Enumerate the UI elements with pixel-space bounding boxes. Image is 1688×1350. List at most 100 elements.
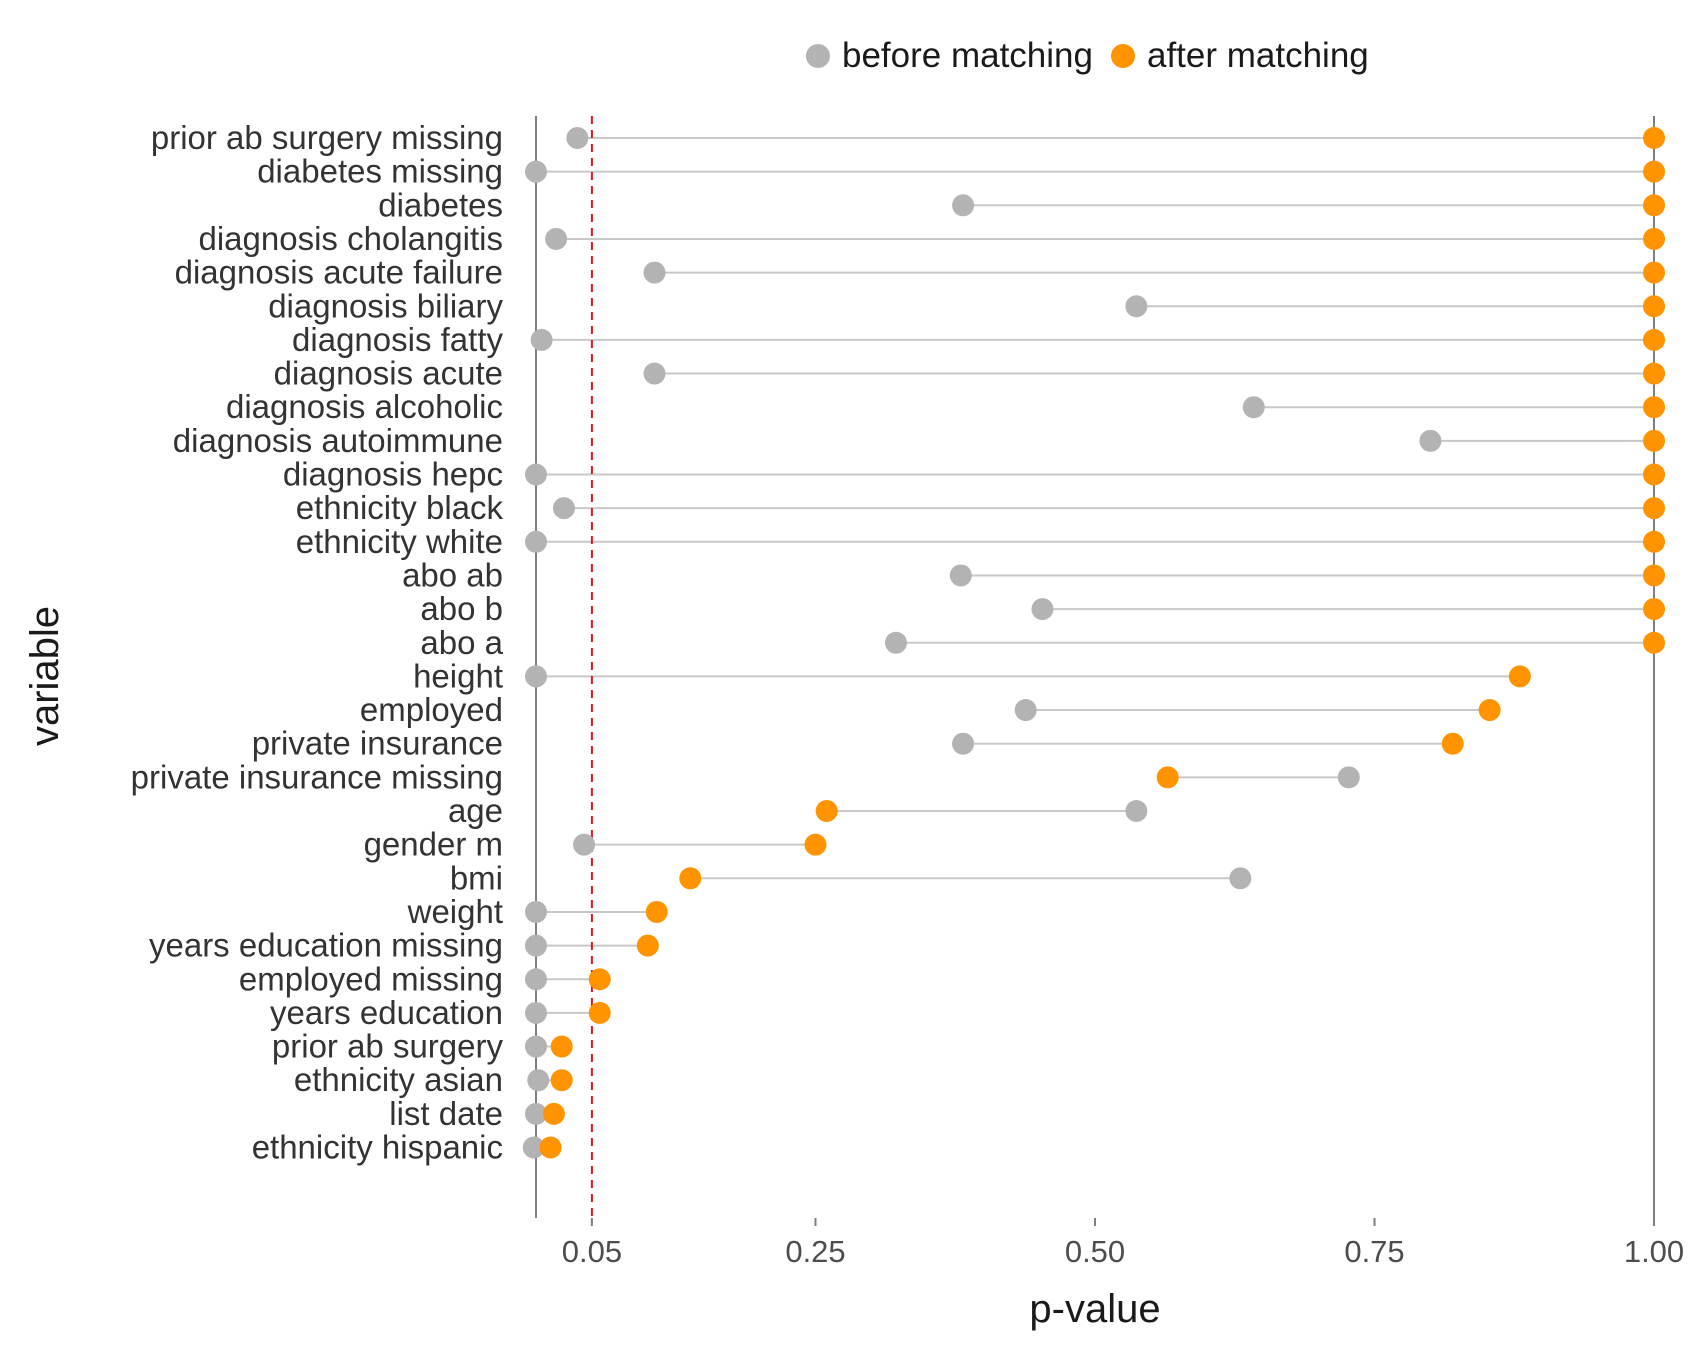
point-before: [949, 564, 972, 587]
point-after: [1508, 665, 1531, 688]
point-before: [525, 1035, 547, 1058]
category-label: diagnosis acute: [274, 355, 503, 392]
point-before: [643, 362, 666, 385]
point-after: [1643, 530, 1665, 553]
category-label: private insurance missing: [131, 758, 503, 795]
point-before: [1031, 598, 1054, 621]
category-label: diagnosis alcoholic: [226, 388, 503, 425]
category-label: diagnosis biliary: [268, 287, 503, 324]
point-after: [1643, 362, 1665, 385]
category-label: weight: [407, 893, 503, 930]
point-before: [545, 227, 568, 250]
category-label: diabetes missing: [257, 153, 503, 190]
point-before: [1337, 766, 1360, 789]
point-after: [1643, 564, 1665, 587]
category-label: abo b: [420, 590, 503, 627]
point-before: [525, 530, 547, 553]
point-after: [1156, 766, 1179, 789]
category-label: ethnicity black: [296, 489, 504, 526]
category-label: bmi: [450, 859, 503, 896]
point-before: [1125, 800, 1148, 822]
point-after: [1643, 194, 1665, 217]
category-label: employed missing: [239, 960, 503, 997]
points-layer: [522, 127, 1665, 1159]
legend-item-after: after matching: [1110, 36, 1369, 76]
point-before: [525, 1102, 547, 1125]
point-after: [542, 1102, 565, 1125]
category-label: diagnosis fatty: [292, 321, 503, 358]
point-after: [1643, 295, 1665, 318]
point-before: [552, 497, 575, 520]
point-after: [804, 833, 827, 856]
legend-dot-before: [806, 44, 830, 68]
category-label: diabetes: [378, 186, 503, 223]
point-before: [1014, 699, 1037, 722]
legend-label-after: after matching: [1146, 36, 1369, 75]
point-before: [573, 833, 596, 856]
point-after: [636, 934, 659, 957]
x-tick-label: 0.50: [1065, 1234, 1125, 1269]
category-label: prior ab surgery: [272, 1028, 504, 1065]
category-label: employed: [360, 691, 503, 728]
point-before: [1229, 867, 1252, 890]
category-label: ethnicity white: [296, 523, 503, 560]
point-before: [525, 160, 547, 183]
y-axis-title: variable: [23, 606, 67, 746]
category-label: private insurance: [252, 725, 503, 762]
point-after: [679, 867, 702, 890]
point-before: [530, 328, 553, 351]
point-after: [1441, 732, 1464, 755]
category-label: list date: [389, 1095, 503, 1132]
category-label: gender m: [364, 826, 503, 863]
point-after: [645, 900, 668, 923]
point-after: [1643, 261, 1665, 284]
category-label: prior ab surgery missing: [151, 119, 503, 156]
point-after: [1643, 598, 1665, 621]
category-label: years education missing: [149, 927, 503, 964]
point-after: [1643, 429, 1665, 452]
x-axis-title: p-value: [1029, 1287, 1160, 1331]
point-before: [522, 1136, 545, 1159]
legend-item-before: before matching: [806, 36, 1093, 76]
point-after: [1643, 227, 1665, 250]
category-label: ethnicity hispanic: [252, 1129, 503, 1166]
category-label: diagnosis hepc: [283, 456, 503, 493]
category-label: ethnicity asian: [294, 1061, 503, 1098]
category-label: abo a: [420, 624, 503, 661]
point-after: [1643, 497, 1665, 520]
x-tick-label: 0.05: [562, 1234, 622, 1269]
x-ticks: 0.05 0.25 0.50 0.75 1.00: [562, 1218, 1684, 1269]
point-before: [566, 127, 589, 149]
legend-label-before: before matching: [842, 36, 1093, 75]
point-after: [1478, 699, 1501, 722]
point-after: [1643, 396, 1665, 419]
point-before: [643, 261, 666, 284]
point-before: [525, 463, 547, 486]
x-tick-label: 0.25: [785, 1234, 845, 1269]
point-after: [539, 1136, 562, 1159]
legend: before matching after matching: [806, 36, 1387, 76]
category-label: abo ab: [402, 556, 503, 593]
category-label: diagnosis autoimmune: [173, 422, 503, 459]
category-label: age: [448, 792, 503, 829]
point-before: [525, 968, 547, 991]
point-before: [1125, 295, 1148, 318]
category-label: height: [413, 657, 503, 694]
point-before: [525, 665, 547, 688]
point-after: [1643, 328, 1665, 351]
point-before: [1419, 429, 1442, 452]
segments-layer: [533, 137, 1654, 1149]
point-after: [1643, 127, 1665, 149]
legend-dot-after: [1110, 44, 1135, 68]
point-after: [550, 1035, 573, 1058]
point-after: [1643, 463, 1665, 486]
point-before: [525, 1001, 547, 1024]
point-after: [1643, 631, 1665, 654]
category-label: diagnosis acute failure: [175, 254, 503, 291]
point-after: [588, 968, 611, 991]
x-tick-label: 1.00: [1624, 1234, 1684, 1269]
point-before: [884, 631, 907, 654]
point-after: [815, 800, 838, 822]
point-after: [550, 1069, 573, 1092]
